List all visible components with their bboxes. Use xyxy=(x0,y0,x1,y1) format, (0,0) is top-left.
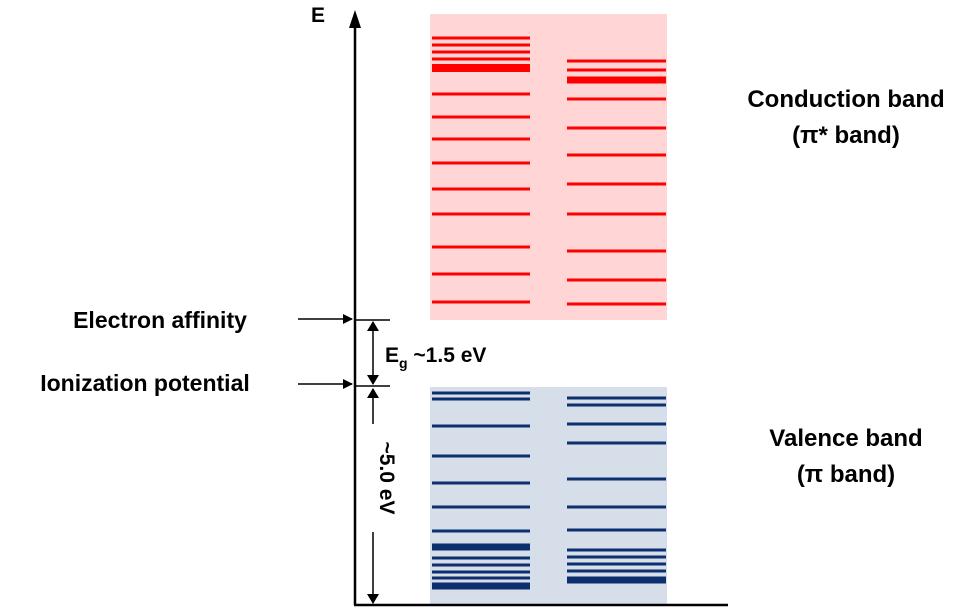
band-gap-symbol: E xyxy=(385,344,399,367)
band-gap-arrow xyxy=(367,321,379,385)
band-gap-value: ~1.5 eV xyxy=(408,344,487,367)
energy-axis: E xyxy=(311,4,728,607)
conduction-band-label: Conduction band xyxy=(747,86,944,113)
ionization-potential-label: Ionization potential xyxy=(40,370,250,396)
ionization-value-label: ~5.0 eV xyxy=(375,442,398,515)
ionization-energy-arrow xyxy=(367,388,379,604)
valence-band-levels xyxy=(432,391,666,590)
conduction-band-sublabel: (π* band) xyxy=(792,122,900,149)
valence-band-sublabel: (π band) xyxy=(797,461,895,488)
axis-label-e: E xyxy=(311,4,325,27)
conduction-band-levels xyxy=(432,36,666,306)
y-axis-arrowhead xyxy=(349,10,361,28)
electron-affinity-label: Electron affinity xyxy=(73,307,247,333)
valence-band-label: Valence band xyxy=(769,425,922,452)
band-gap-subscript: g xyxy=(399,355,408,371)
band-gap-label: Eg ~1.5 eV xyxy=(385,344,486,371)
